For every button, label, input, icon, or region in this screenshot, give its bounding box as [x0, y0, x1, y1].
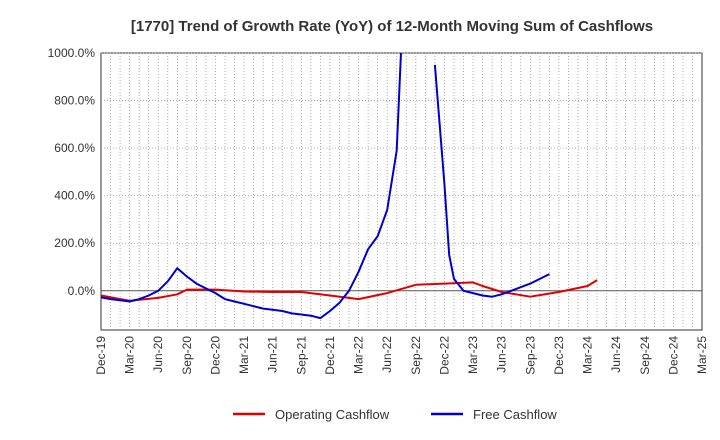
x-tick-label: Dec-20 — [208, 336, 222, 375]
legend-label: Operating Cashflow — [275, 407, 390, 422]
x-tick-label: Mar-21 — [237, 336, 251, 374]
x-tick-label: Mar-22 — [352, 336, 366, 374]
x-tick-label: Sep-20 — [180, 336, 194, 375]
x-tick-label: Mar-20 — [123, 336, 137, 374]
x-axis-ticks: Dec-19 Mar-20 Jun-20 Sep-20 Dec-20 Mar-21 Jun-… — [94, 336, 709, 375]
x-tick-label: Sep-21 — [294, 336, 308, 375]
y-tick-label: 800.0% — [54, 94, 95, 108]
series-line-operating-cashflow — [101, 279, 598, 302]
x-tick-label: Dec-23 — [552, 336, 566, 375]
x-tick-label: Jun-21 — [266, 336, 280, 373]
y-tick-label: 200.0% — [54, 236, 95, 250]
grid — [101, 52, 702, 330]
legend: Operating Cashflow Free Cashflow — [233, 407, 557, 422]
y-tick-label: 0.0% — [68, 284, 96, 298]
y-tick-label: 1000.0% — [48, 46, 96, 60]
series-line-free-cashflow — [101, 53, 550, 320]
x-tick-label: Mar-25 — [695, 336, 709, 374]
x-tick-label: Dec-24 — [666, 336, 680, 375]
x-tick-label: Jun-23 — [495, 336, 509, 373]
chart-title: [1770] Trend of Growth Rate (YoY) of 12-… — [131, 18, 653, 35]
x-tick-label: Jun-24 — [609, 336, 623, 373]
legend-label: Free Cashflow — [473, 407, 557, 422]
x-tick-label: Mar-24 — [581, 336, 595, 374]
x-tick-label: Dec-21 — [323, 336, 337, 375]
x-tick-label: Sep-23 — [523, 336, 537, 375]
x-tick-label: Dec-19 — [94, 336, 108, 375]
y-tick-label: 600.0% — [54, 141, 95, 155]
series-lines — [101, 53, 598, 320]
x-tick-label: Jun-22 — [380, 336, 394, 373]
y-axis-ticks: 1000.0% 800.0% 600.0% 400.0% 200.0% 0.0% — [48, 46, 96, 298]
x-tick-label: Jun-20 — [151, 336, 165, 373]
x-tick-label: Mar-23 — [466, 336, 480, 374]
x-tick-label: Dec-22 — [437, 336, 451, 375]
x-tick-label: Sep-22 — [409, 336, 423, 375]
y-tick-label: 400.0% — [54, 189, 95, 203]
x-tick-label: Sep-24 — [638, 336, 652, 375]
